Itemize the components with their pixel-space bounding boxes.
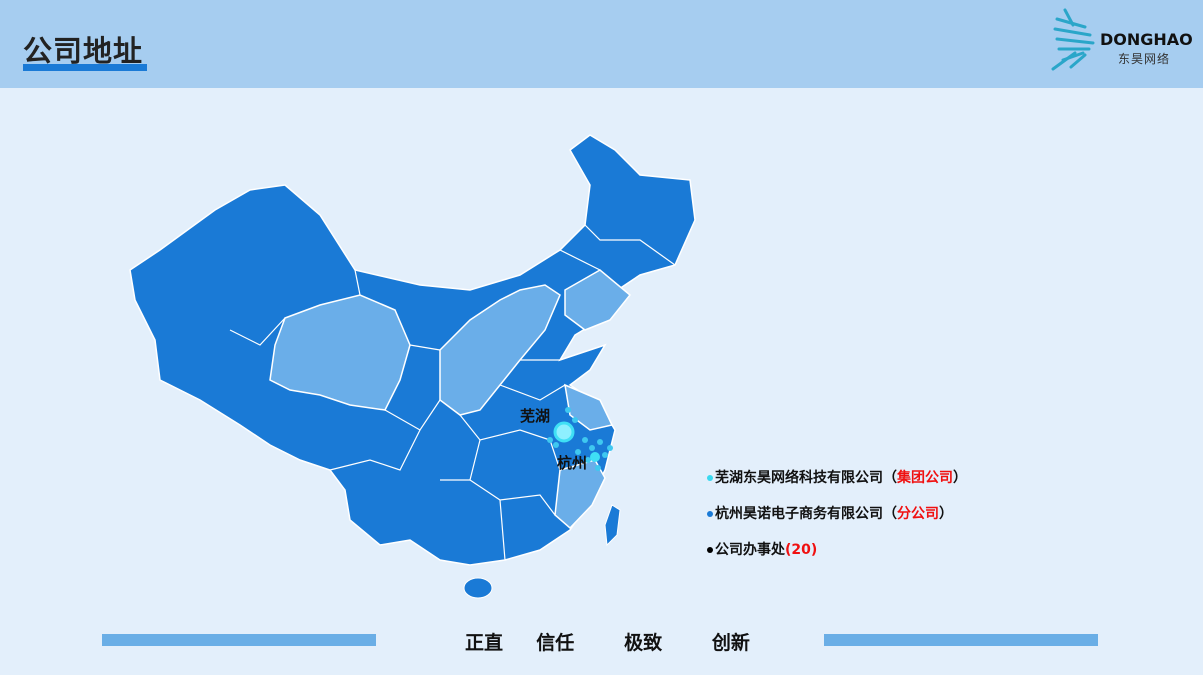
legend-text: 杭州昊诺电子商务有限公司（: [715, 506, 897, 522]
bullet-icon: [707, 475, 713, 481]
footer-line-left: [102, 634, 376, 646]
province-borders: [229, 224, 676, 561]
header-bar: [0, 0, 1203, 88]
legend-tag: 集团公司: [897, 470, 953, 486]
hangzhou-marker[interactable]: [590, 452, 600, 462]
wuhu-marker[interactable]: [553, 421, 575, 443]
logo-text-en: DONGHAO: [1100, 30, 1193, 49]
page-title: 公司地址: [23, 34, 144, 68]
legend-tag: 分公司: [897, 506, 939, 522]
map-taiwan: [604, 504, 621, 547]
legend-item-hangzhou: 杭州昊诺电子商务有限公司（分公司）: [707, 503, 953, 523]
legend-close: ）: [939, 506, 953, 522]
title-underline: [23, 64, 147, 71]
bullet-icon: [707, 547, 713, 553]
map-mainland: [129, 134, 696, 566]
legend-tag: (20): [785, 542, 818, 558]
footer-slogan: 正直 信任 极致 创新: [465, 632, 750, 654]
map-hainan: [463, 577, 493, 599]
logo-wing-icon: [1051, 8, 1095, 71]
legend-text: 芜湖东昊网络科技有限公司（: [715, 470, 897, 486]
legend-text: 公司办事处: [715, 542, 785, 558]
legend-item-offices: 公司办事处(20): [707, 539, 817, 559]
legend-item-wuhu: 芜湖东昊网络科技有限公司（集团公司）: [707, 467, 967, 487]
footer-line-right: [824, 634, 1098, 646]
office-markers: [547, 407, 613, 471]
city-label-wuhu: 芜湖: [520, 407, 551, 425]
bullet-icon: [707, 511, 713, 517]
logo-text-cn: 东昊网络: [1118, 52, 1171, 66]
city-label-hangzhou: 杭州: [557, 454, 588, 472]
legend-close: ）: [953, 470, 967, 486]
